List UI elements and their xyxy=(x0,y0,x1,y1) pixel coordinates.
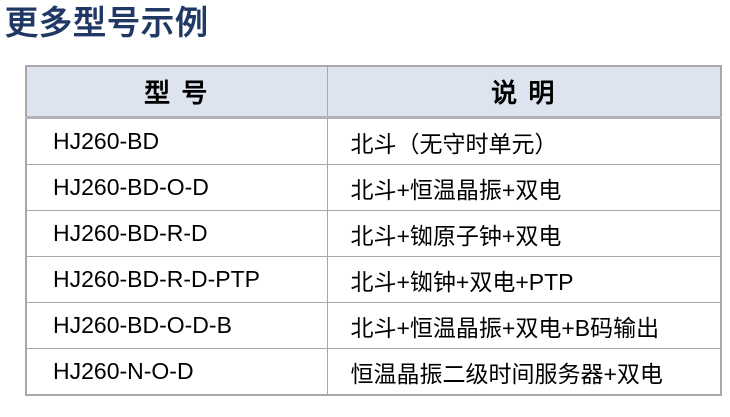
description-cell: 北斗+铷原子钟+双电 xyxy=(326,210,722,257)
model-table-container: 型 号 说 明 HJ260-BD 北斗（无守时单元） HJ260-BD-O-D … xyxy=(25,65,722,396)
table-row: HJ260-BD-O-D-B 北斗+恒温晶振+双电+B码输出 xyxy=(25,302,722,349)
table-row: HJ260-N-O-D 恒温晶振二级时间服务器+双电 xyxy=(25,348,722,396)
column-header-description: 说 明 xyxy=(326,65,722,119)
table-row: HJ260-BD-R-D 北斗+铷原子钟+双电 xyxy=(25,210,722,257)
table-row: HJ260-BD 北斗（无守时单元） xyxy=(25,117,722,165)
table-row: HJ260-BD-R-D-PTP 北斗+铷钟+双电+PTP xyxy=(25,256,722,303)
model-cell: HJ260-BD xyxy=(25,117,328,165)
table-header-row: 型 号 说 明 xyxy=(25,65,722,119)
page-title: 更多型号示例 xyxy=(5,4,209,41)
model-cell: HJ260-BD-O-D-B xyxy=(25,302,328,349)
model-cell: HJ260-BD-R-D xyxy=(25,210,328,257)
table-row: HJ260-BD-O-D 北斗+恒温晶振+双电 xyxy=(25,164,722,211)
column-header-model: 型 号 xyxy=(25,65,328,119)
description-cell: 北斗+恒温晶振+双电 xyxy=(326,164,722,211)
model-cell: HJ260-N-O-D xyxy=(25,348,328,396)
description-cell: 北斗+恒温晶振+双电+B码输出 xyxy=(326,302,722,349)
description-cell: 恒温晶振二级时间服务器+双电 xyxy=(326,348,722,396)
model-cell: HJ260-BD-R-D-PTP xyxy=(25,256,328,303)
model-table: 型 号 说 明 HJ260-BD 北斗（无守时单元） HJ260-BD-O-D … xyxy=(25,65,722,396)
model-cell: HJ260-BD-O-D xyxy=(25,164,328,211)
description-cell: 北斗+铷钟+双电+PTP xyxy=(326,256,722,303)
description-cell: 北斗（无守时单元） xyxy=(326,117,722,165)
